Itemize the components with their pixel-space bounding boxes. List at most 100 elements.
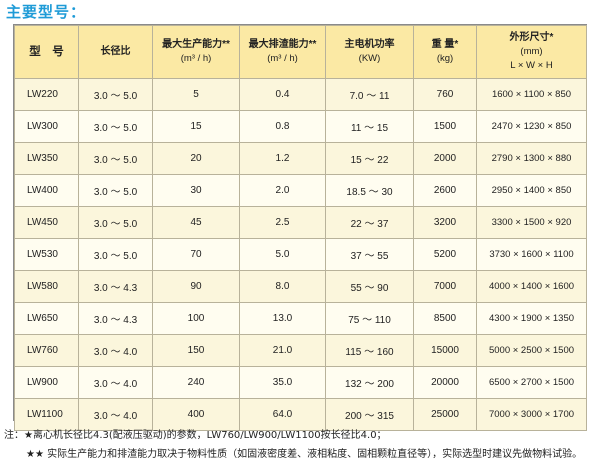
cell-weight: 3200 (413, 206, 477, 239)
cell-model: LW580 (14, 270, 79, 303)
cell-weight: 7000 (413, 270, 477, 303)
cell-ratio: 3.0 ～ 5.0 (78, 142, 153, 175)
table-row: LW580 3.0 ～ 4.3 90 8.0 55 ～ 90 7000 4000 × 140… (14, 270, 587, 303)
cell-slag: 8.0 (239, 270, 326, 303)
cell-ratio: 3.0 ～ 4.0 (78, 366, 153, 399)
cell-dimensions: 4000 × 1400 × 1600 (476, 270, 587, 303)
cell-model: LW530 (14, 238, 79, 271)
table-row: LW650 3.0 ～ 4.3 100 13.0 75 ～ 110 8500 4300 × … (14, 302, 587, 335)
cell-model: LW1100 (14, 398, 79, 431)
table-row: LW1100 3.0 ～ 4.0 400 64.0 200 ～ 315 25000 7000… (14, 398, 587, 431)
cell-power: 55 ～ 90 (325, 270, 414, 303)
cell-capacity: 150 (152, 334, 240, 367)
cell-weight: 15000 (413, 334, 477, 367)
spec-table: 型 号 长径比 最大生产能力** (m³ / h) 最大排渣能力** (m³ / h… (14, 25, 587, 431)
cell-ratio: 3.0 ～ 5.0 (78, 238, 153, 271)
cell-power: 37 ～ 55 (325, 238, 414, 271)
cell-capacity: 30 (152, 174, 240, 207)
cell-dimensions: 3730 × 1600 × 1100 (476, 238, 587, 271)
cell-slag: 13.0 (239, 302, 326, 335)
table-row: LW300 3.0 ～ 5.0 15 0.8 11 ～ 15 1500 2470 × 123… (14, 110, 587, 143)
cell-weight: 2000 (413, 142, 477, 175)
cell-model: LW450 (14, 206, 79, 239)
cell-model: LW220 (14, 78, 79, 111)
cell-weight: 1500 (413, 110, 477, 143)
cell-power: 7.0 ～ 11 (325, 78, 414, 111)
footnote-2: ★★ 实际生产能力和排渣能力取决于物料性质（如固液密度差、液相粘度、固相颗粒直径… (26, 449, 583, 460)
cell-capacity: 15 (152, 110, 240, 143)
cell-capacity: 5 (152, 78, 240, 111)
page-title: 主要型号： (6, 3, 87, 21)
cell-capacity: 45 (152, 206, 240, 239)
cell-slag: 0.8 (239, 110, 326, 143)
cell-weight: 20000 (413, 366, 477, 399)
header-dimensions: 外形尺寸* (mm) L × W × H (476, 25, 587, 79)
table-row: LW350 3.0 ～ 5.0 20 1.2 15 ～ 22 2000 2790 × 130… (14, 142, 587, 175)
header-power: 主电机功率 (KW) (325, 25, 414, 79)
cell-capacity: 100 (152, 302, 240, 335)
cell-slag: 2.0 (239, 174, 326, 207)
cell-power: 15 ～ 22 (325, 142, 414, 175)
table-row: LW450 3.0 ～ 5.0 45 2.5 22 ～ 37 3200 3300 × 150… (14, 206, 587, 239)
cell-model: LW350 (14, 142, 79, 175)
cell-ratio: 3.0 ～ 5.0 (78, 110, 153, 143)
cell-dimensions: 2950 × 1400 × 850 (476, 174, 587, 207)
cell-weight: 2600 (413, 174, 477, 207)
cell-dimensions: 5000 × 2500 × 1500 (476, 334, 587, 367)
header-weight: 重 量* (kg) (413, 25, 477, 79)
cell-model: LW760 (14, 334, 79, 367)
cell-weight: 760 (413, 78, 477, 111)
cell-slag: 64.0 (239, 398, 326, 431)
cell-power: 200 ～ 315 (325, 398, 414, 431)
cell-ratio: 3.0 ～ 4.3 (78, 302, 153, 335)
cell-dimensions: 7000 × 3000 × 1700 (476, 398, 587, 431)
cell-weight: 8500 (413, 302, 477, 335)
cell-ratio: 3.0 ～ 4.3 (78, 270, 153, 303)
header-row: 型 号 长径比 最大生产能力** (m³ / h) 最大排渣能力** (m³ / h… (14, 25, 587, 79)
cell-slag: 1.2 (239, 142, 326, 175)
cell-capacity: 70 (152, 238, 240, 271)
cell-ratio: 3.0 ～ 5.0 (78, 174, 153, 207)
cell-power: 75 ～ 110 (325, 302, 414, 335)
table-row: LW220 3.0 ～ 5.0 5 0.4 7.0 ～ 11 760 1600 × 1100… (14, 78, 587, 111)
header-slag: 最大排渣能力** (m³ / h) (239, 25, 326, 79)
cell-dimensions: 6500 × 2700 × 1500 (476, 366, 587, 399)
spec-table-body: LW220 3.0 ～ 5.0 5 0.4 7.0 ～ 11 760 1600 × 1100… (14, 78, 587, 431)
cell-slag: 5.0 (239, 238, 326, 271)
cell-model: LW650 (14, 302, 79, 335)
footnotes: 注：★离心机长径比4.3(配液压驱动)的参数，LW760/LW900/LW110… (4, 426, 594, 464)
cell-weight: 25000 (413, 398, 477, 431)
cell-model: LW400 (14, 174, 79, 207)
cell-dimensions: 2470 × 1230 × 850 (476, 110, 587, 143)
table-row: LW760 3.0 ～ 4.0 150 21.0 115 ～ 160 15000 5000 … (14, 334, 587, 367)
cell-power: 18.5 ～ 30 (325, 174, 414, 207)
cell-dimensions: 4300 × 1900 × 1350 (476, 302, 587, 335)
cell-capacity: 90 (152, 270, 240, 303)
cell-dimensions: 1600 × 1100 × 850 (476, 78, 587, 111)
cell-dimensions: 3300 × 1500 × 920 (476, 206, 587, 239)
header-ratio: 长径比 (78, 25, 153, 79)
cell-capacity: 240 (152, 366, 240, 399)
cell-dimensions: 2790 × 1300 × 880 (476, 142, 587, 175)
cell-ratio: 3.0 ～ 4.0 (78, 334, 153, 367)
cell-model: LW300 (14, 110, 79, 143)
cell-capacity: 20 (152, 142, 240, 175)
cell-slag: 21.0 (239, 334, 326, 367)
cell-weight: 5200 (413, 238, 477, 271)
cell-model: LW900 (14, 366, 79, 399)
cell-slag: 35.0 (239, 366, 326, 399)
cell-slag: 2.5 (239, 206, 326, 239)
table-row: LW400 3.0 ～ 5.0 30 2.0 18.5 ～ 30 2600 2950 × 1… (14, 174, 587, 207)
table-row: LW530 3.0 ～ 5.0 70 5.0 37 ～ 55 5200 3730 × 160… (14, 238, 587, 271)
table-row: LW900 3.0 ～ 4.0 240 35.0 132 ～ 200 20000 6500 … (14, 366, 587, 399)
cell-power: 22 ～ 37 (325, 206, 414, 239)
spec-table-container: 型 号 长径比 最大生产能力** (m³ / h) 最大排渣能力** (m³ / h… (13, 24, 587, 431)
header-capacity: 最大生产能力** (m³ / h) (152, 25, 240, 79)
cell-power: 115 ～ 160 (325, 334, 414, 367)
cell-capacity: 400 (152, 398, 240, 431)
header-model: 型 号 (14, 25, 79, 79)
footnote-1: 注：★离心机长径比4.3(配液压驱动)的参数，LW760/LW900/LW110… (4, 430, 387, 441)
cell-slag: 0.4 (239, 78, 326, 111)
cell-power: 132 ～ 200 (325, 366, 414, 399)
cell-ratio: 3.0 ～ 5.0 (78, 206, 153, 239)
